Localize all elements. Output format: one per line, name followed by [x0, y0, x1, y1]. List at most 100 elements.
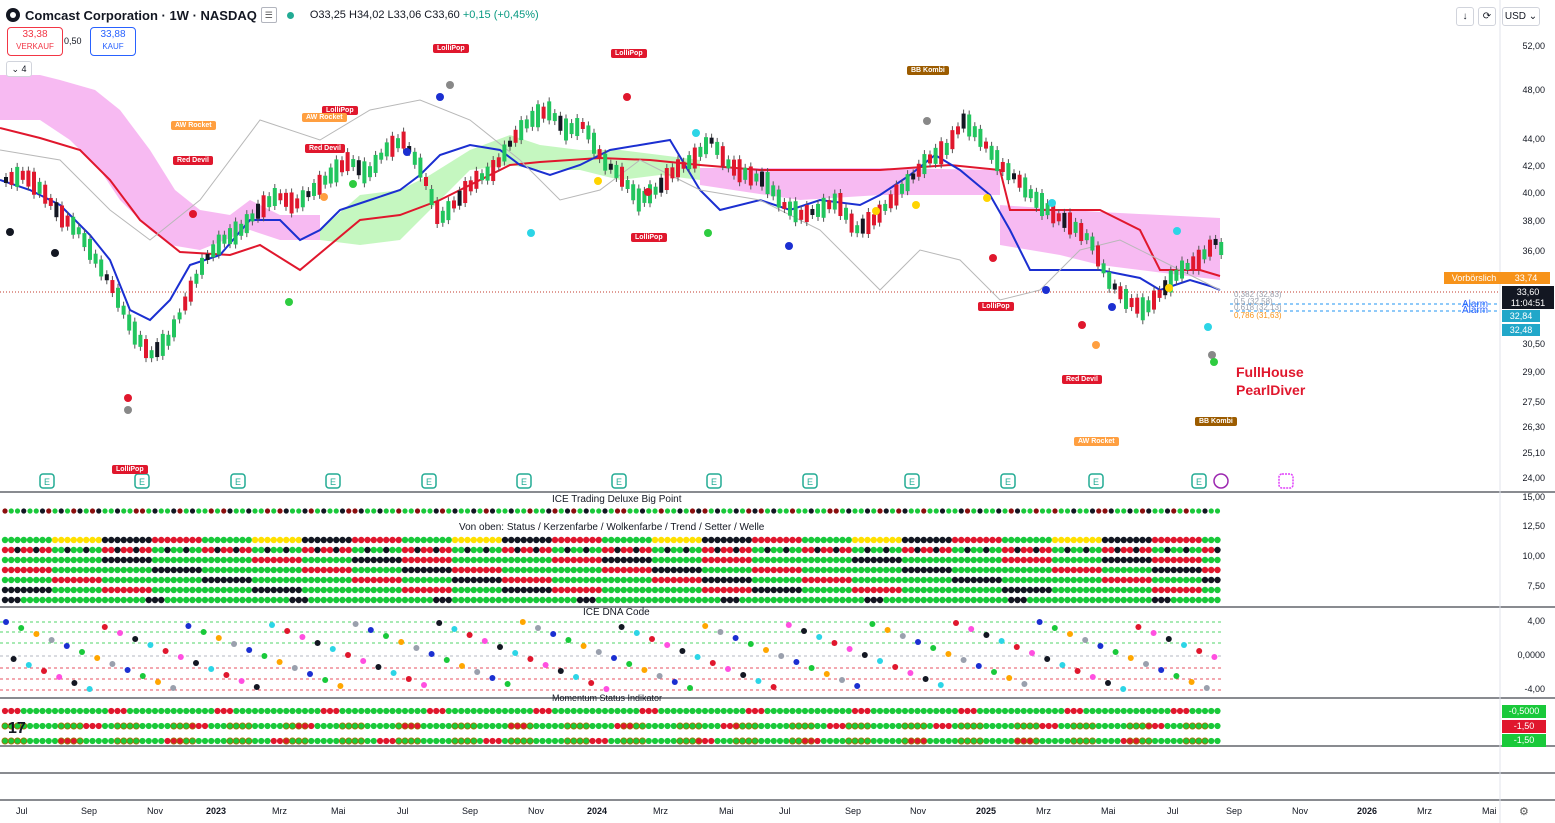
status-dot: [583, 596, 590, 604]
momentum-dot: [1039, 722, 1046, 730]
earnings-marker-icon: [325, 473, 341, 489]
momentum-dot: [26, 722, 34, 730]
status-dot: [301, 566, 309, 574]
status-dot: [1176, 546, 1184, 554]
status-dot: [889, 536, 896, 544]
status-dot: [901, 536, 909, 544]
candle: [586, 125, 591, 140]
momentum-dot: [333, 707, 340, 715]
momentum-dot: [445, 722, 452, 730]
candle: [631, 184, 636, 201]
status-dot: [633, 546, 640, 554]
status-dot: [214, 576, 221, 584]
status-dot: [483, 596, 490, 604]
big-point-dot: [508, 508, 514, 514]
status-dot: [695, 586, 702, 594]
status-dot: [1195, 596, 1202, 604]
signal-label: LolliPop: [112, 465, 148, 474]
alarm-label-1[interactable]: Alarm: [1462, 299, 1489, 310]
collapse-indicators-button[interactable]: ⌄ 4: [6, 61, 32, 77]
status-dot: [1058, 586, 1065, 594]
status-dot: [839, 586, 846, 594]
status-dot: [895, 556, 902, 564]
dna-dot: [360, 658, 367, 664]
status-dot: [720, 576, 727, 584]
status-dot: [495, 586, 502, 594]
arrow-down-icon[interactable]: ↓: [1456, 7, 1474, 26]
fib-label-0786: 0,786 (31,63): [1234, 311, 1282, 320]
status-dot: [1089, 566, 1096, 574]
status-dot: [101, 546, 109, 554]
big-point-dot: [271, 508, 277, 514]
momentum-dot: [1070, 722, 1078, 730]
momentum-dot: [1014, 722, 1022, 730]
chart-settings-icon[interactable]: ☰: [260, 7, 277, 23]
status-dot: [470, 566, 477, 574]
currency-select[interactable]: USD ⌄: [1502, 7, 1540, 26]
status-dot: [364, 546, 371, 554]
earnings-marker-icon: [1088, 473, 1104, 489]
status-dot: [808, 536, 815, 544]
big-point-dot: [839, 508, 846, 514]
status-dot: [995, 536, 1002, 544]
signal-label: BB Kombi: [1195, 417, 1237, 426]
candle: [1056, 213, 1061, 222]
momentum-dot: [633, 707, 640, 715]
dna-dot: [481, 638, 488, 644]
momentum-dot: [733, 707, 740, 715]
candle: [463, 181, 468, 204]
status-dot: [564, 566, 571, 574]
status-dot: [620, 566, 627, 574]
momentum-dot: [413, 737, 421, 745]
status-dot: [1101, 576, 1109, 584]
status-dot: [1070, 576, 1077, 584]
status-dot: [1170, 596, 1177, 604]
momentum-dot: [520, 737, 528, 745]
status-dot: [295, 596, 302, 604]
status-dot: [1214, 546, 1221, 554]
time-axis-label: Nov: [910, 806, 927, 816]
status-dot: [845, 556, 852, 564]
status-dot: [676, 556, 684, 564]
status-dot: [139, 596, 146, 604]
candle: [1023, 177, 1028, 198]
momentum-dot: [739, 707, 746, 715]
candle: [267, 196, 272, 208]
symbol-title[interactable]: Comcast Corporation · 1W · NASDAQ: [25, 7, 257, 23]
status-dot: [326, 536, 334, 544]
candle: [1135, 297, 1140, 314]
status-dot: [533, 536, 540, 544]
big-point-dot: [1171, 508, 1177, 514]
candle: [127, 314, 132, 331]
momentum-dot: [320, 722, 327, 730]
dna-dot: [504, 681, 511, 687]
refresh-icon[interactable]: ⟳: [1478, 7, 1496, 26]
status-dot: [170, 566, 177, 574]
momentum-dot: [164, 722, 171, 730]
dna-dot: [702, 623, 709, 629]
big-point-dot: [1064, 508, 1071, 514]
status-dot: [770, 556, 777, 564]
momentum-dot: [295, 722, 303, 730]
status-dot: [226, 576, 234, 584]
dna-dot: [1021, 681, 1028, 687]
status-dot: [976, 536, 984, 544]
status-dot: [401, 576, 409, 584]
momentum-dot: [270, 707, 277, 715]
chart-settings-gear-icon[interactable]: ⚙: [1519, 806, 1529, 818]
status-dot: [683, 596, 690, 604]
big-point-dot: [296, 508, 302, 514]
buy-button[interactable]: 33,88 KAUF: [90, 27, 136, 56]
status-dot: [726, 586, 734, 594]
momentum-dot: [232, 737, 240, 745]
status-dot: [539, 576, 546, 584]
dna-dot: [79, 649, 85, 655]
status-dot: [14, 556, 21, 564]
candle: [435, 200, 440, 224]
alarm-label-2[interactable]: Alarm: [1462, 305, 1489, 316]
sell-button[interactable]: 33,38 VERKAUF: [7, 27, 63, 56]
momentum-dot: [1020, 722, 1028, 730]
status-dot: [114, 556, 121, 564]
status-dot: [364, 596, 371, 604]
